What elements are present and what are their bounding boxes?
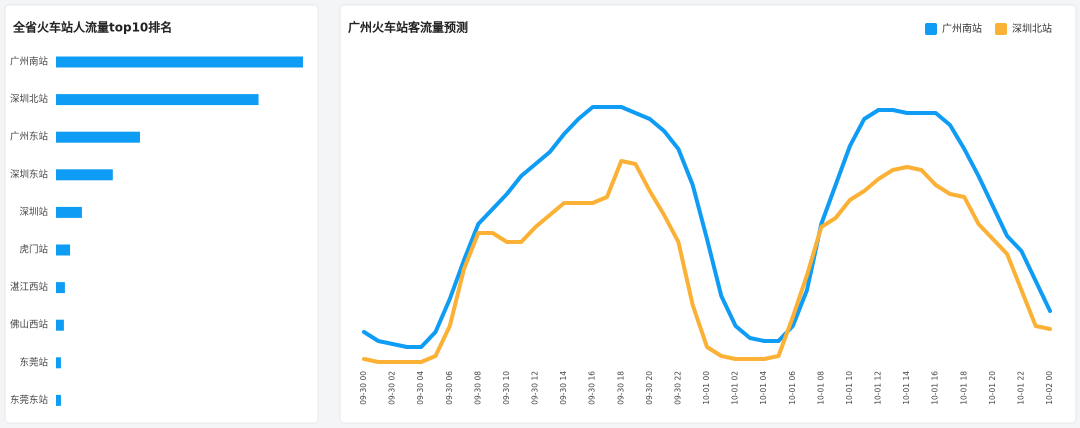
bar-label: 东莞站 xyxy=(19,356,48,368)
x-tick-label: 10-01 02 xyxy=(731,371,740,405)
bar xyxy=(56,394,61,406)
x-tick-label: 10-01 18 xyxy=(959,371,968,405)
x-tick-label: 10-01 06 xyxy=(788,371,797,405)
x-tick-label: 10-01 22 xyxy=(1016,371,1025,405)
bar xyxy=(56,319,64,331)
line-series xyxy=(362,159,1052,364)
legend-label: 深圳北站 xyxy=(1012,22,1052,35)
x-tick-label: 09-30 20 xyxy=(645,371,654,405)
x-tick-label: 09-30 04 xyxy=(416,371,425,405)
bar xyxy=(56,169,113,181)
bar-label: 深圳站 xyxy=(19,206,48,218)
bar-label: 佛山西站 xyxy=(10,319,49,331)
x-tick-label: 10-01 16 xyxy=(931,371,940,405)
bar xyxy=(56,94,259,106)
legend-label: 广州南站 xyxy=(942,22,982,35)
x-tick-label: 10-01 14 xyxy=(902,371,911,405)
bar-label: 湛江西站 xyxy=(10,281,49,293)
bar-label: 广州东站 xyxy=(10,131,49,143)
x-tick-label: 09-30 00 xyxy=(359,371,368,405)
bar-title: 全省火车站人流量top10排名 xyxy=(12,20,172,35)
x-tick-label: 09-30 10 xyxy=(502,371,511,405)
left-panel xyxy=(4,4,319,424)
x-tick-label: 09-30 12 xyxy=(531,371,540,405)
x-tick-label: 10-01 10 xyxy=(845,371,854,405)
bar xyxy=(56,56,303,68)
x-tick-label: 10-01 08 xyxy=(816,371,825,405)
x-tick-label: 09-30 16 xyxy=(588,371,597,405)
bar xyxy=(56,282,65,294)
bar-label: 广州南站 xyxy=(10,56,49,68)
line-title: 广州火车站客流量预测 xyxy=(348,20,468,35)
x-tick-label: 09-30 06 xyxy=(445,371,454,405)
bar xyxy=(56,206,82,218)
right-panel xyxy=(339,4,1077,424)
x-tick-label: 09-30 14 xyxy=(559,371,568,405)
x-tick-label: 09-30 08 xyxy=(473,371,482,405)
legend-swatch xyxy=(925,23,937,35)
x-tick-label: 10-01 04 xyxy=(759,371,768,405)
x-tick-label: 09-30 18 xyxy=(616,371,625,405)
x-tick-label: 10-01 00 xyxy=(702,371,711,405)
bar-label: 虎门站 xyxy=(19,244,48,256)
x-tick-label: 09-30 22 xyxy=(673,371,682,405)
line-series xyxy=(362,105,1052,349)
bar xyxy=(56,357,61,369)
bar xyxy=(56,244,71,256)
x-tick-label: 09-30 02 xyxy=(388,371,397,405)
x-tick-label: 10-01 12 xyxy=(874,371,883,405)
bar-label: 深圳北站 xyxy=(10,93,49,105)
bar-label: 深圳东站 xyxy=(10,168,49,180)
legend-swatch xyxy=(995,23,1007,35)
x-tick-label: 10-01 20 xyxy=(988,371,997,405)
x-tick-label: 10-02 00 xyxy=(1045,371,1054,405)
bar-label: 东莞东站 xyxy=(10,394,49,406)
bar xyxy=(56,131,140,143)
